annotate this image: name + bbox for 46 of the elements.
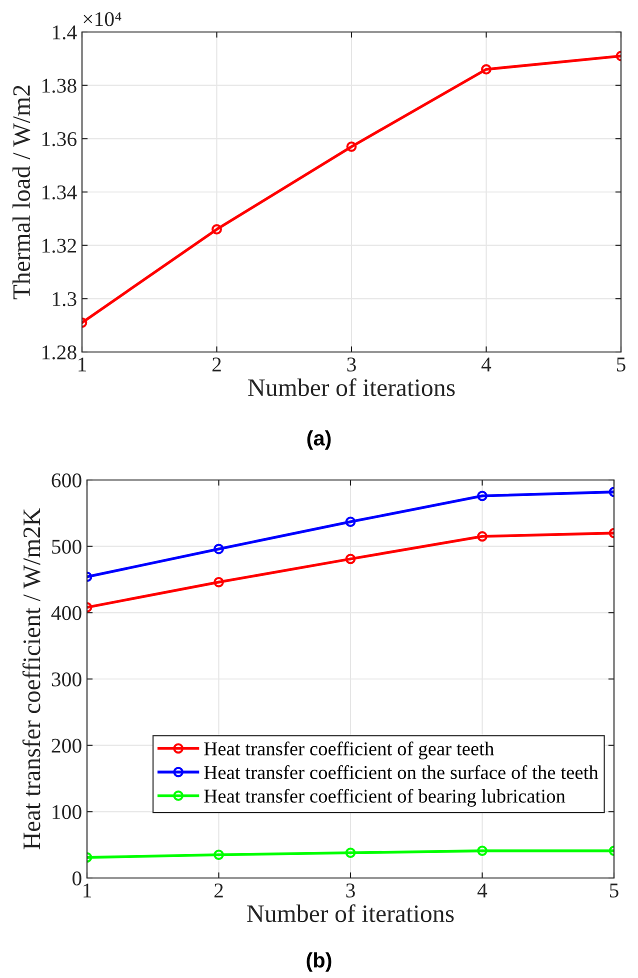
point — [345, 516, 356, 527]
y-tick-label: 1.38 — [42, 78, 76, 93]
point — [214, 850, 224, 860]
y-axis-title: Thermal load / W/m2 — [12, 86, 30, 300]
y-tick-label: 500 — [52, 540, 82, 554]
text: ×10⁴ — [84, 12, 122, 26]
point — [481, 64, 492, 75]
point — [477, 490, 488, 502]
point — [345, 554, 356, 564]
x-tick-label: 1 — [78, 358, 86, 372]
y-tick-label: 1.34 — [42, 185, 77, 200]
y-tick-label: 600 — [52, 473, 82, 488]
point — [345, 848, 356, 858]
x-tick-label: 4 — [481, 358, 492, 372]
x-axis-title: Number of iterations — [248, 378, 455, 396]
point — [212, 224, 222, 235]
y-tick-label: 1.4 — [52, 25, 77, 40]
point — [214, 544, 224, 554]
point — [214, 576, 224, 588]
y-tick-label: 1.3 — [52, 292, 76, 306]
y-tick-label: 1.28 — [42, 345, 76, 360]
point — [346, 141, 357, 152]
y-axis-title: Heat transfer coefficient / W/m2K — [22, 508, 40, 850]
text: (a) — [307, 430, 331, 450]
legend-label: Heat transfer coefficient of bearing lubrication — [204, 788, 566, 807]
x-axis-title: Number of iterations — [247, 904, 454, 922]
point — [477, 846, 488, 856]
legend-label: Heat transfer coefficient on the surface of the teeth — [204, 765, 598, 780]
y-tick-label: 100 — [52, 805, 82, 820]
x-tick-label: 5 — [610, 884, 618, 898]
legend-label: Heat transfer coefficient of gear teeth — [204, 742, 494, 760]
y-tick-label: 1.32 — [42, 238, 76, 253]
y-tick-label: 1.36 — [42, 132, 77, 146]
x-tick-label: 5 — [617, 358, 626, 372]
y-tick-label: 200 — [52, 738, 82, 753]
point — [477, 531, 488, 542]
text: (b) — [306, 952, 332, 972]
y-tick-label: 400 — [51, 606, 82, 620]
x-tick-label: 2 — [212, 358, 221, 372]
y-tick-label: 0 — [72, 871, 82, 886]
x-tick-label: 3 — [346, 884, 355, 898]
y-tick-label: 300 — [52, 672, 82, 686]
x-tick-label: 4 — [477, 884, 488, 898]
x-tick-label: 2 — [214, 884, 223, 898]
x-tick-label: 1 — [84, 884, 91, 898]
x-tick-label: 3 — [347, 358, 356, 372]
